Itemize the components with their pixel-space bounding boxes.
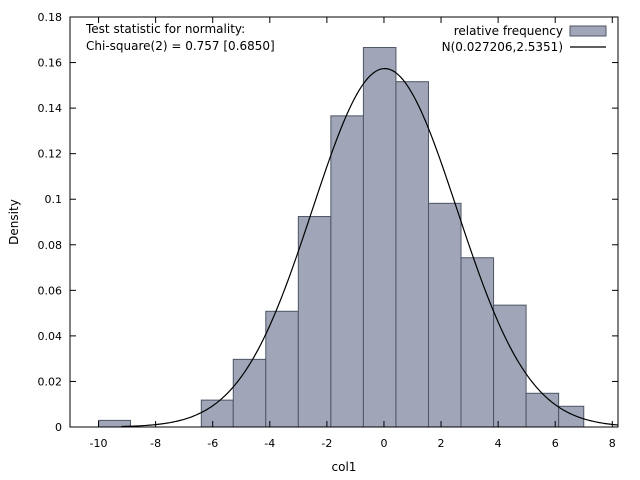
histogram-bar: [297, 216, 332, 428]
histogram-bar: [395, 81, 429, 428]
y-tick-label: 0.02: [38, 375, 63, 388]
normality-test-title: Test statistic for normality:: [85, 22, 245, 36]
x-tick-label: 8: [609, 437, 616, 450]
y-axis-label: Density: [7, 199, 21, 245]
x-tick-label: -6: [207, 437, 218, 450]
x-tick-label: 4: [495, 437, 502, 450]
x-axis-label: col1: [332, 460, 357, 474]
normal-density-curve: [121, 67, 619, 428]
y-tick-label: 0.18: [38, 11, 63, 24]
y-tick-label: 0.1: [45, 193, 63, 206]
y-tick-label: 0.12: [38, 148, 63, 161]
histogram-bar: [330, 115, 364, 428]
legend-swatch-histogram: [569, 25, 607, 37]
x-tick-label: -8: [150, 437, 161, 450]
legend: relative frequency N(0.027206,2.5351): [442, 24, 607, 54]
histogram-bars: [98, 47, 585, 428]
histogram-bar: [265, 310, 299, 428]
x-tick-label: 2: [438, 437, 445, 450]
histogram-bar: [200, 399, 234, 428]
legend-label-normal: N(0.027206,2.5351): [442, 40, 563, 54]
plot-frame: [69, 16, 619, 428]
y-tick-label: 0: [55, 421, 62, 434]
x-axis-ticks: -10 -8 -6 -4 -2 0 2 4 6 8: [90, 17, 616, 450]
histogram-bar: [460, 257, 495, 428]
histogram-bar: [232, 358, 267, 428]
y-tick-label: 0.04: [38, 330, 63, 343]
x-tick-label: -4: [264, 437, 275, 450]
y-tick-label: 0.16: [38, 57, 63, 70]
y-axis-ticks: 0 0.02 0.04 0.06 0.08 0.1 0.12 0.14 0.16 0.18: [38, 11, 618, 434]
y-tick-label: 0.08: [38, 239, 63, 252]
y-tick-label: 0.14: [38, 102, 63, 115]
chi-square-result: Chi-square(2) = 0.757 [0.6850]: [86, 39, 275, 53]
y-tick-label: 0.06: [38, 284, 63, 297]
legend-label-histogram: relative frequency: [454, 24, 563, 38]
x-tick-label: -2: [321, 437, 332, 450]
x-tick-label: 6: [552, 437, 559, 450]
histogram-bar: [362, 47, 397, 428]
x-tick-label: -10: [90, 437, 108, 450]
histogram-bar: [427, 202, 462, 428]
x-tick-label: 0: [380, 437, 387, 450]
histogram-bar: [525, 392, 560, 428]
